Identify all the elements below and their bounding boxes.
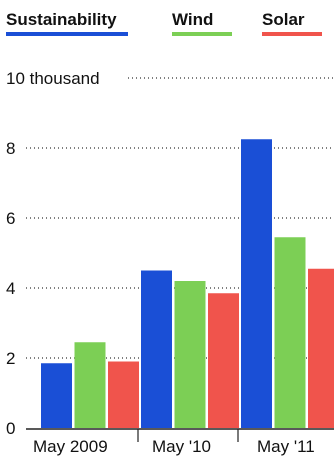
bar-2-0 (241, 139, 272, 428)
bar-0-2 (108, 361, 139, 428)
bar-1-2 (208, 293, 239, 428)
legend-label-1: Wind (172, 10, 213, 29)
legend-swatch-1 (172, 32, 232, 36)
y-tick-label-2: 4 (6, 279, 15, 298)
bar-1-0 (141, 270, 172, 428)
y-tick-label-3: 6 (6, 209, 15, 228)
bar-2-1 (274, 237, 306, 428)
x-tick-label-1: May '10 (152, 437, 211, 456)
legend-swatch-2 (262, 32, 322, 36)
y-tick-label-4: 8 (6, 139, 15, 158)
legend-label-0: Sustainability (6, 10, 117, 29)
legend-swatch-0 (6, 32, 128, 36)
bars (41, 139, 334, 428)
x-tick-label-2: May '11 (257, 437, 315, 456)
x-axis: May 2009 May '10 May '11 (26, 428, 334, 456)
y-tick-label-0: 0 (6, 419, 15, 438)
bar-0-1 (74, 342, 106, 428)
bar-2-2 (308, 268, 334, 428)
legend: Sustainability Wind Solar (6, 10, 322, 36)
y-tick-label-1: 2 (6, 349, 15, 368)
legend-label-2: Solar (262, 10, 305, 29)
y-tick-label-5: 10 thousand (6, 69, 100, 88)
bar-0-0 (41, 363, 72, 428)
bar-1-1 (174, 281, 206, 428)
x-tick-label-0: May 2009 (33, 437, 108, 456)
